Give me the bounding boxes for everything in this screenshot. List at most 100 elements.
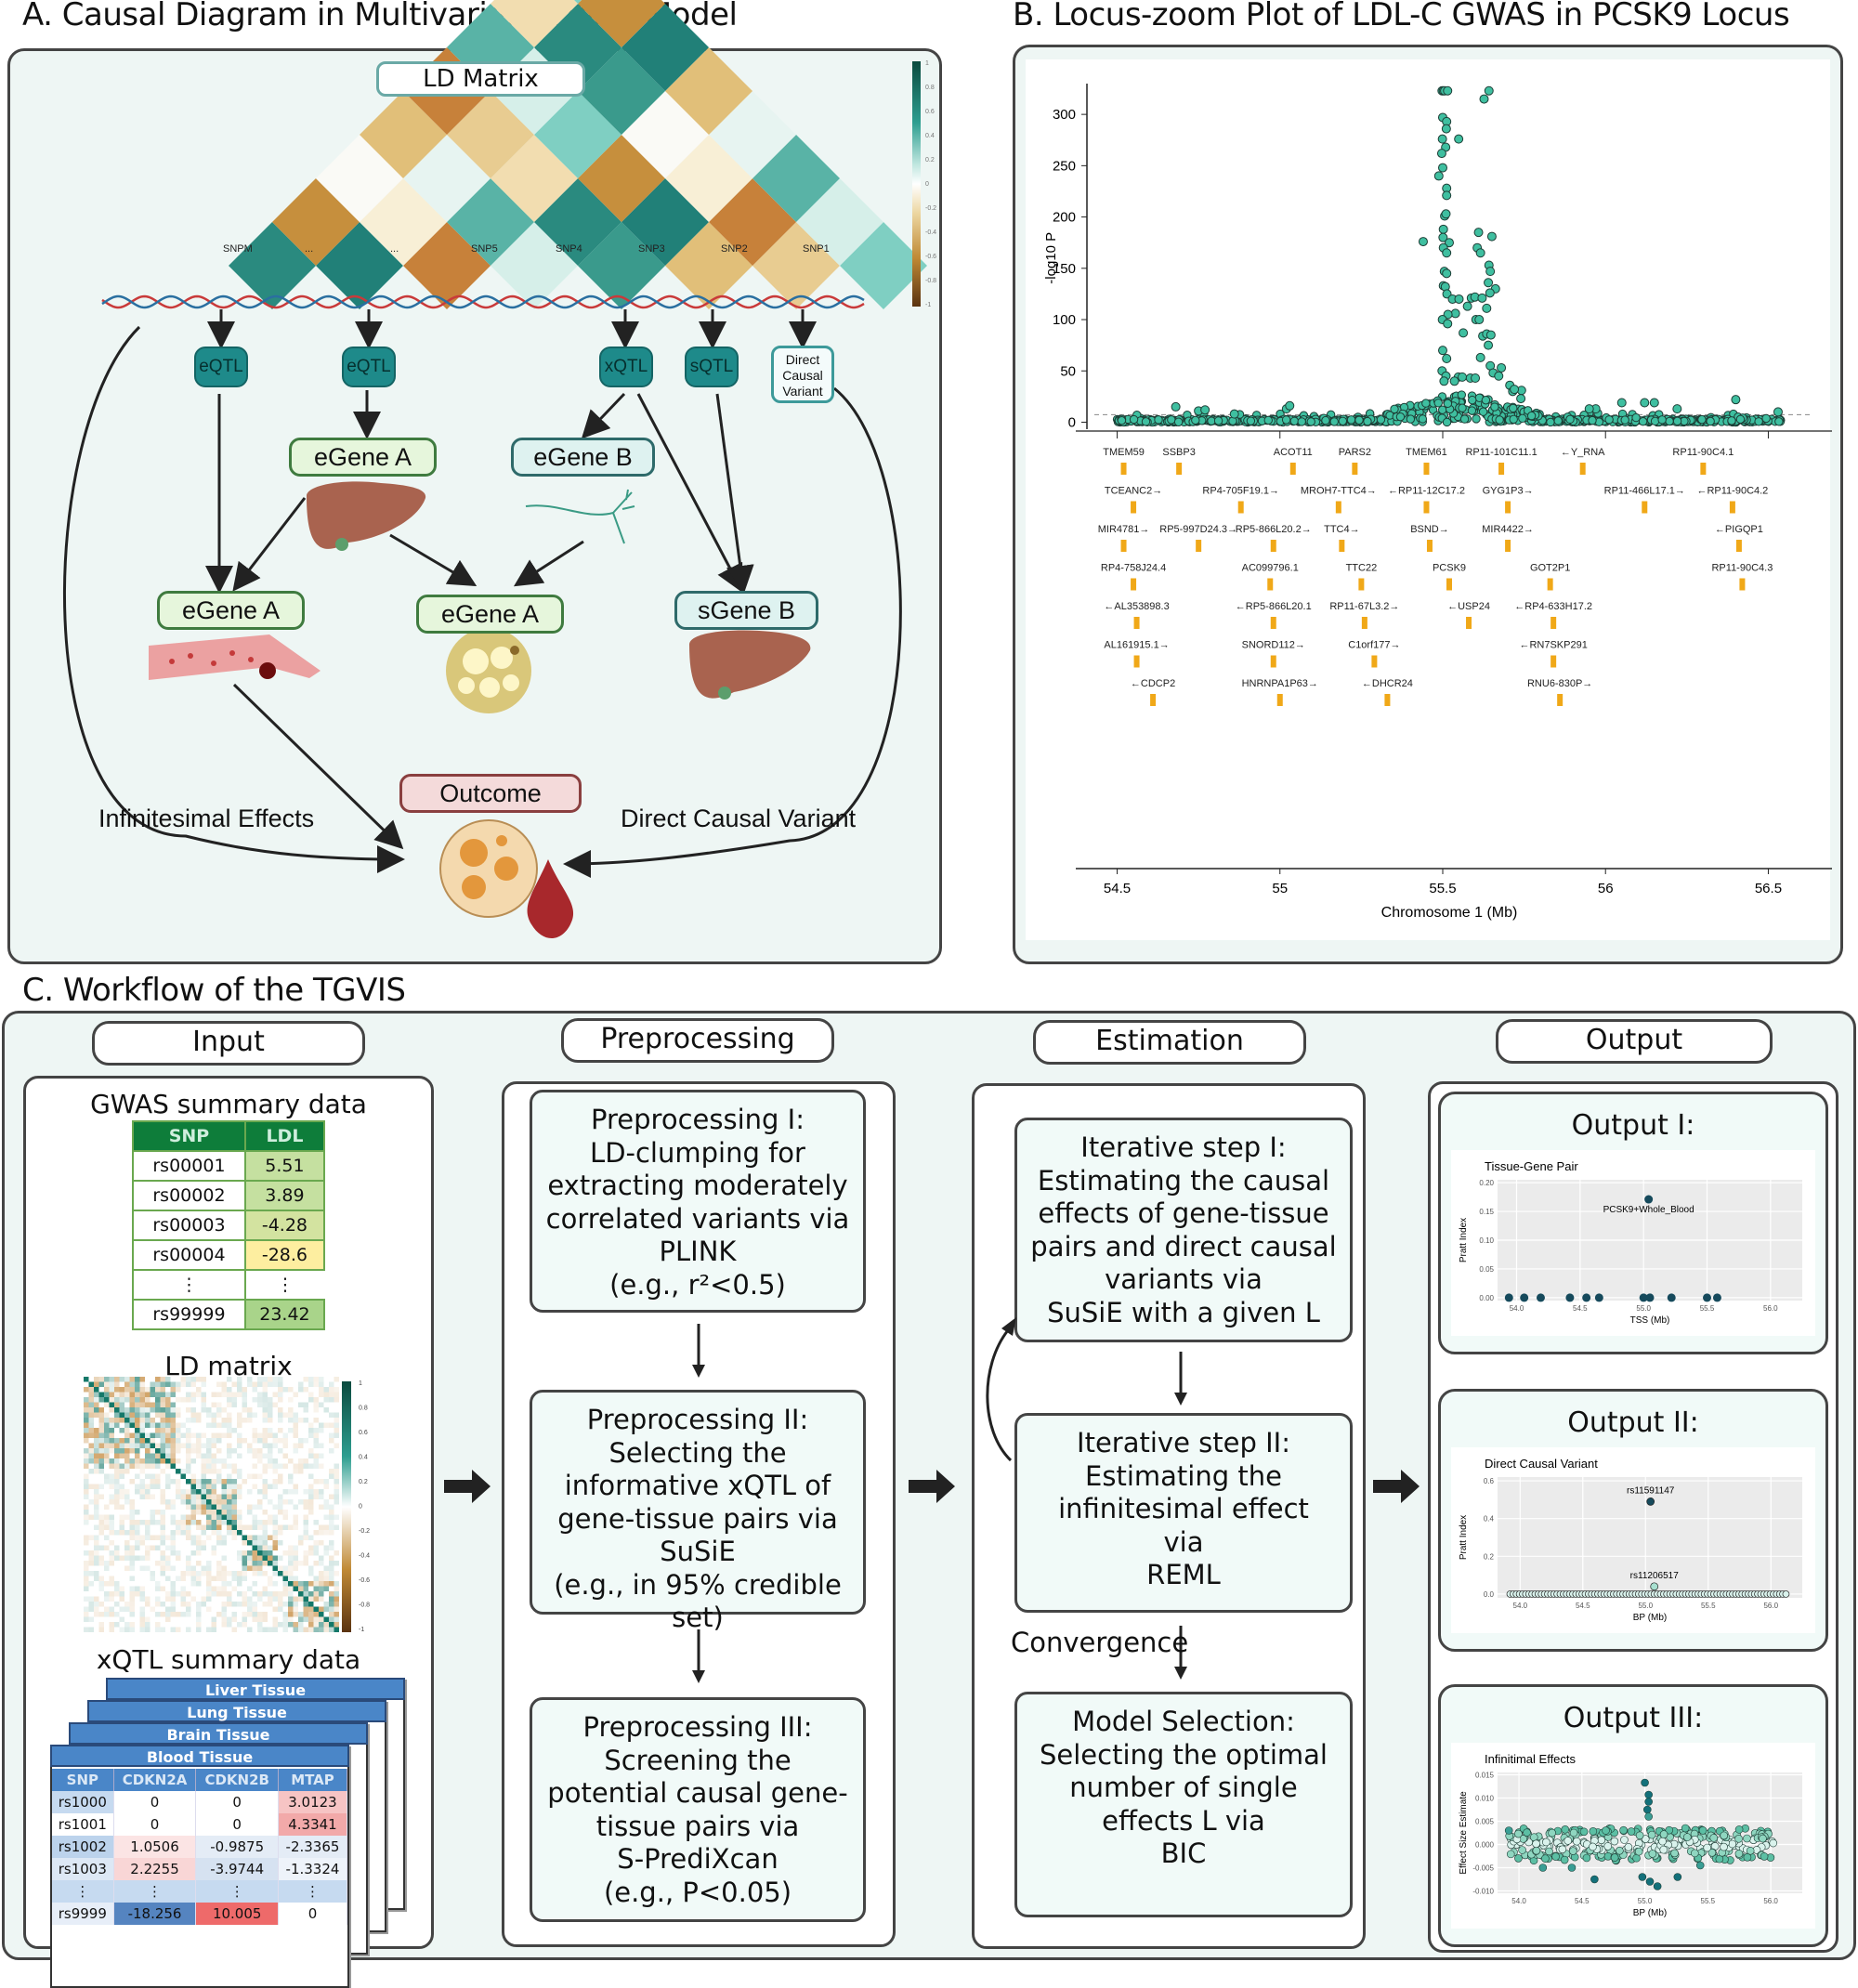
ld-heat-cell xyxy=(319,1612,324,1617)
ld-heat-cell xyxy=(319,1463,324,1469)
ld-heat-cell xyxy=(180,1576,186,1581)
step-iterative-1: Iterative step I: Estimating the causal … xyxy=(1014,1118,1353,1342)
ld-heat-cell xyxy=(237,1418,242,1423)
gwas-point xyxy=(1604,415,1614,425)
ld-heat-cell xyxy=(237,1494,242,1499)
ld-heat-cell xyxy=(165,1612,171,1617)
gwas-point xyxy=(1458,403,1467,412)
ld-heat-cell xyxy=(231,1479,237,1484)
ld-heat-cell xyxy=(216,1412,222,1418)
ld-heat-cell xyxy=(282,1586,288,1591)
ld-heat-cell xyxy=(98,1428,104,1433)
ld-heat-cell xyxy=(180,1524,186,1530)
y-axis-label: -log10 P xyxy=(1043,232,1059,284)
ld-heat-cell xyxy=(237,1443,242,1448)
ld-heat-cell xyxy=(176,1407,181,1413)
ld-heat-cell xyxy=(329,1510,334,1515)
ld-heat-cell xyxy=(165,1453,171,1458)
ld-heat-cell xyxy=(150,1535,155,1540)
x-tick-label: 55.5 xyxy=(1701,1602,1716,1610)
ld-heat-cell xyxy=(119,1555,124,1561)
ld-heat-cell xyxy=(190,1550,196,1556)
ld-heat-cell xyxy=(94,1524,99,1530)
ld-heat-cell xyxy=(94,1438,99,1444)
ld-heat-cell xyxy=(94,1463,99,1469)
ld-heat-cell xyxy=(190,1418,196,1423)
ld-heat-cell xyxy=(252,1535,257,1540)
ld-heat-cell xyxy=(227,1520,232,1525)
ld-heat-cell xyxy=(231,1576,237,1581)
ld-heat-cell xyxy=(227,1463,232,1469)
ld-heat-cell xyxy=(293,1392,298,1397)
ld-heat-cell xyxy=(319,1402,324,1407)
ld-heat-cell xyxy=(293,1622,298,1628)
ld-heat-cell xyxy=(201,1530,206,1536)
gwas-point xyxy=(1285,400,1295,411)
ld-heat-cell xyxy=(268,1418,273,1423)
ld-heat-cell xyxy=(180,1443,186,1448)
ld-heat-cell xyxy=(84,1458,89,1464)
ld-heat-cell xyxy=(268,1381,273,1387)
ld-heat-cell xyxy=(196,1504,202,1510)
effect-point xyxy=(1703,1843,1712,1852)
ld-heat-cell xyxy=(282,1443,288,1448)
ld-heat-cell xyxy=(145,1473,150,1479)
ld-heat-cell xyxy=(124,1428,130,1433)
ld-heat-cell xyxy=(170,1443,176,1448)
ld-heat-cell xyxy=(180,1530,186,1536)
ld-heat-cell xyxy=(109,1581,114,1587)
ld-heat-cell xyxy=(150,1473,155,1479)
ld-heat-cell xyxy=(293,1418,298,1423)
gwas-point xyxy=(1474,315,1485,325)
ld-heat-cell xyxy=(221,1484,227,1489)
gwas-point xyxy=(1485,330,1496,340)
ld-heat-cell xyxy=(139,1520,145,1525)
ld-heat-cell xyxy=(186,1479,191,1484)
effect-point xyxy=(1670,1849,1679,1858)
ld-heat-cell xyxy=(206,1561,212,1566)
effect-point xyxy=(1641,1778,1649,1787)
ld-heat-cell xyxy=(247,1565,253,1571)
ld-heat-cell xyxy=(165,1616,171,1622)
ld-heat-cell xyxy=(247,1586,253,1591)
ld-heat-cell xyxy=(319,1586,324,1591)
ld-heat-cell xyxy=(319,1561,324,1566)
ld-heat-cell xyxy=(257,1545,263,1550)
ld-heat-cell xyxy=(216,1586,222,1591)
ld-heat-cell xyxy=(165,1402,171,1407)
ld-heat-cell xyxy=(98,1469,104,1474)
ld-heat-cell xyxy=(186,1627,191,1632)
ld-heat-cell xyxy=(201,1596,206,1602)
ld-heat-cell xyxy=(252,1438,257,1444)
ld-heat-cell xyxy=(150,1381,155,1387)
gwas-cell: -28.6 xyxy=(243,1239,326,1271)
ld-heat-cell xyxy=(165,1561,171,1566)
ld-heat-cell xyxy=(186,1494,191,1499)
gwas-cell: 3.89 xyxy=(243,1180,326,1211)
ld-heat-cell xyxy=(170,1535,176,1540)
ld-heat-cell xyxy=(272,1540,278,1546)
ld-heat-cell xyxy=(252,1463,257,1469)
effect-point xyxy=(1589,1827,1598,1836)
x-tick-label: 55.5 xyxy=(1700,1304,1715,1313)
gwas-point xyxy=(1363,416,1372,426)
ld-heat-cell xyxy=(124,1422,130,1428)
dna-helix-icon xyxy=(101,294,865,309)
x-tick-label: 54.5 xyxy=(1576,1602,1590,1610)
gene-label: ←PIGQP1 xyxy=(1715,524,1763,535)
ld-heat-cell xyxy=(196,1510,202,1515)
ld-heat-cell xyxy=(319,1622,324,1628)
ld-heat-cell xyxy=(170,1581,176,1587)
ld-heat-cell xyxy=(196,1550,202,1556)
ld-heat-cell xyxy=(227,1510,232,1515)
ld-heat-cell xyxy=(201,1602,206,1607)
ld-heat-cell xyxy=(139,1494,145,1499)
ld-heat-cell xyxy=(155,1407,161,1413)
xqtl-cell: 0 xyxy=(113,1791,197,1813)
ld-heat-cell xyxy=(237,1576,242,1581)
ld-heat-cell xyxy=(114,1387,120,1393)
ld-heat-cell xyxy=(247,1550,253,1556)
ld-heat-cell xyxy=(288,1555,294,1561)
ld-heat-cell xyxy=(104,1438,110,1444)
ld-heat-cell xyxy=(293,1524,298,1530)
